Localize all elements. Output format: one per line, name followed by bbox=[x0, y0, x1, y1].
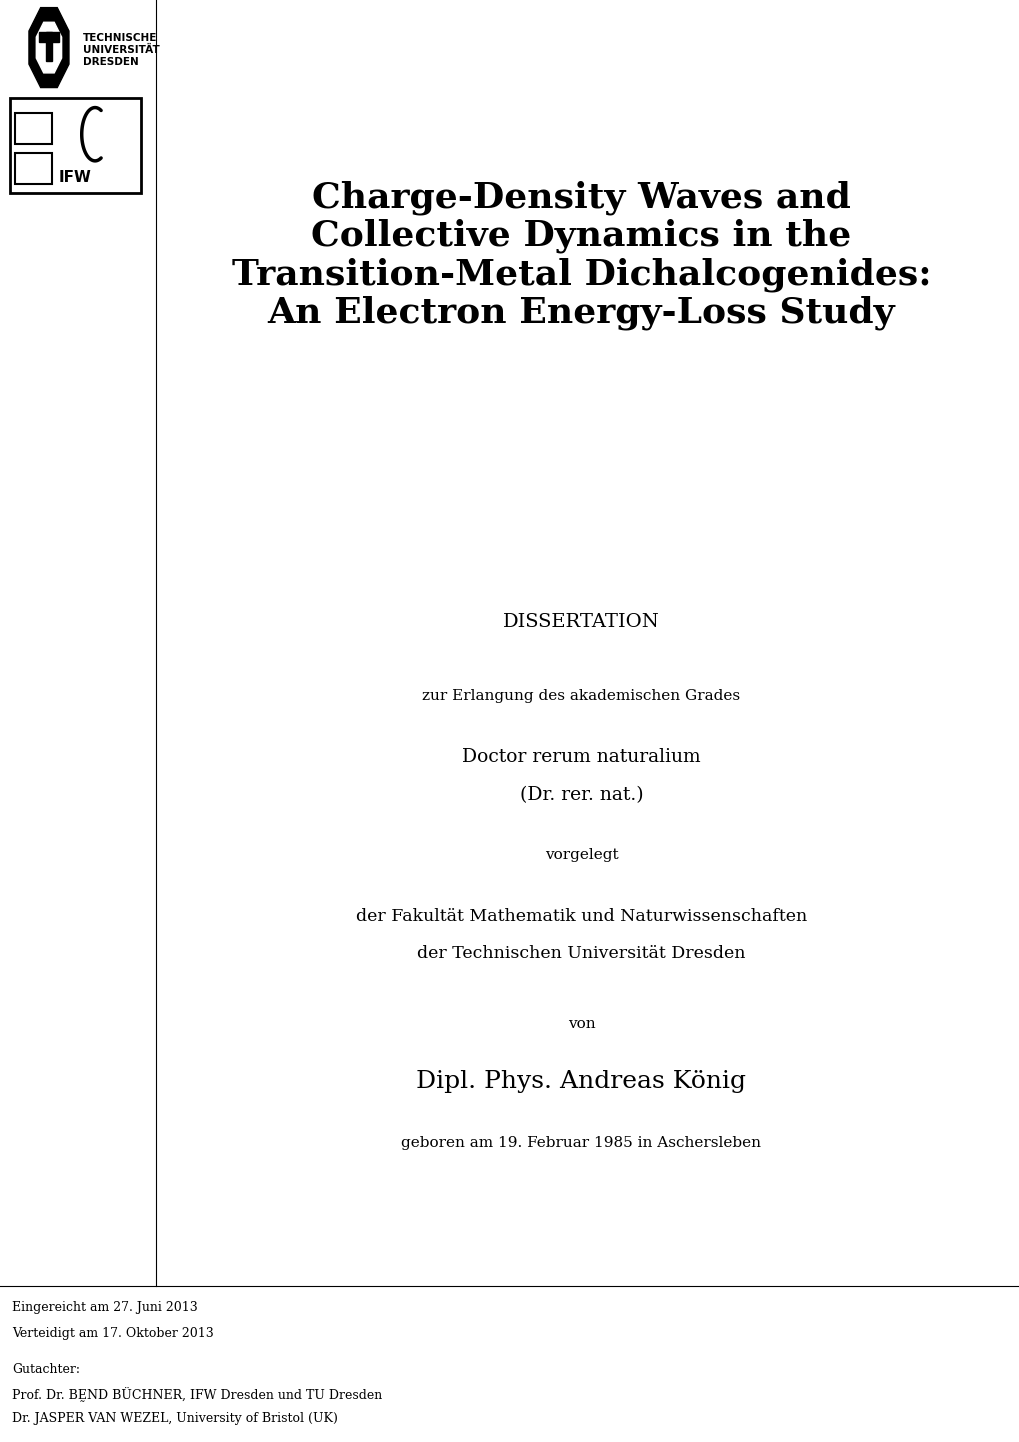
Text: geboren am 19. Februar 1985 in Aschersleben: geboren am 19. Februar 1985 in Aschersle… bbox=[401, 1136, 760, 1151]
Polygon shape bbox=[39, 32, 59, 42]
Text: der Fakultät Mathematik und Naturwissenschaften: der Fakultät Mathematik und Naturwissens… bbox=[356, 908, 806, 926]
Text: Dr. JASPER VAN WEZEL, University of Bristol (UK): Dr. JASPER VAN WEZEL, University of Bris… bbox=[12, 1412, 337, 1425]
Text: Dipl. Phys. Andreas König: Dipl. Phys. Andreas König bbox=[416, 1070, 746, 1093]
Text: (Dr. rer. nat.): (Dr. rer. nat.) bbox=[519, 786, 643, 803]
Text: vorgelegt: vorgelegt bbox=[544, 848, 618, 862]
Text: Doctor rerum naturalium: Doctor rerum naturalium bbox=[462, 748, 700, 766]
Bar bbox=[10, 98, 141, 193]
Text: von: von bbox=[567, 1017, 595, 1031]
Text: zur Erlangung des akademischen Grades: zur Erlangung des akademischen Grades bbox=[422, 689, 740, 704]
Text: DISSERTATION: DISSERTATION bbox=[502, 613, 659, 630]
Polygon shape bbox=[29, 7, 69, 88]
Polygon shape bbox=[46, 32, 52, 62]
Bar bbox=[15, 112, 52, 144]
Text: Gutachter:: Gutachter: bbox=[12, 1363, 81, 1376]
Text: IFW: IFW bbox=[59, 170, 92, 185]
Polygon shape bbox=[37, 22, 61, 74]
Text: der Technischen Universität Dresden: der Technischen Universität Dresden bbox=[417, 945, 745, 962]
Text: Charge-Density Waves and
Collective Dynamics in the
Transition-Metal Dichalcogen: Charge-Density Waves and Collective Dyna… bbox=[231, 180, 930, 330]
Text: TECHNISCHE
UNIVERSITÄT
DRESDEN: TECHNISCHE UNIVERSITÄT DRESDEN bbox=[83, 33, 159, 68]
Text: Verteidigt am 17. Oktober 2013: Verteidigt am 17. Oktober 2013 bbox=[12, 1327, 214, 1340]
Text: Prof. Dr. BḚND BÜCHNER, IFW Dresden und TU Dresden: Prof. Dr. BḚND BÜCHNER, IFW Dresden und … bbox=[12, 1387, 382, 1402]
Text: Eingereicht am 27. Juni 2013: Eingereicht am 27. Juni 2013 bbox=[12, 1301, 198, 1314]
Bar bbox=[15, 153, 52, 183]
